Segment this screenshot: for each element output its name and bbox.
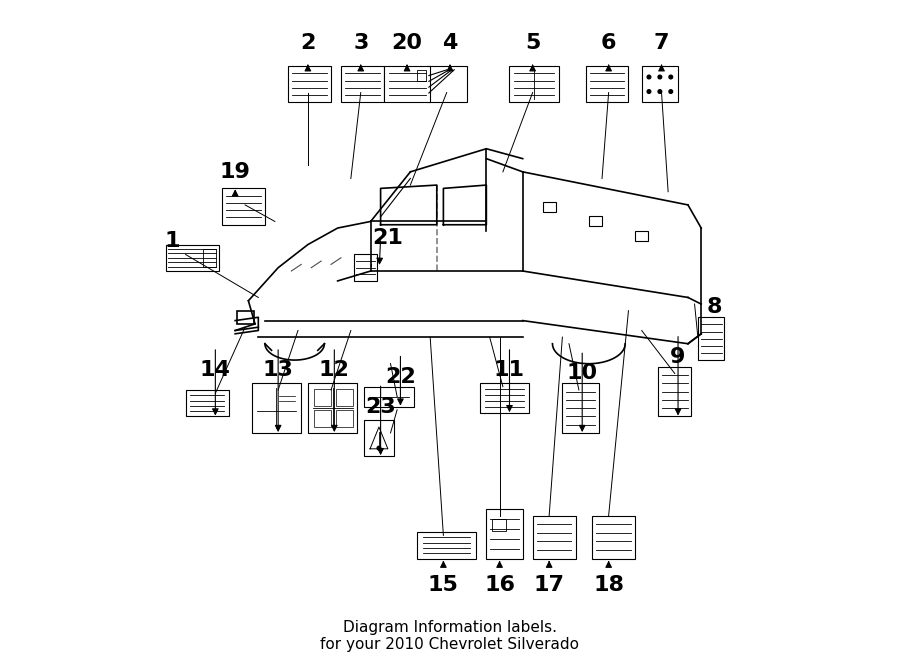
- FancyBboxPatch shape: [238, 311, 254, 324]
- Text: 22: 22: [385, 367, 416, 387]
- FancyBboxPatch shape: [698, 317, 724, 360]
- Text: 3: 3: [353, 33, 368, 53]
- Text: 2: 2: [301, 33, 316, 53]
- Circle shape: [647, 75, 651, 79]
- Text: 1: 1: [165, 231, 180, 251]
- FancyBboxPatch shape: [635, 231, 648, 241]
- Circle shape: [669, 90, 672, 93]
- FancyBboxPatch shape: [288, 66, 331, 102]
- FancyBboxPatch shape: [491, 519, 507, 531]
- Text: 11: 11: [494, 360, 525, 380]
- FancyBboxPatch shape: [658, 367, 691, 416]
- FancyBboxPatch shape: [222, 188, 265, 225]
- Text: 21: 21: [372, 228, 402, 248]
- FancyBboxPatch shape: [642, 66, 678, 102]
- Text: 12: 12: [319, 360, 350, 380]
- Text: Diagram Information labels.: Diagram Information labels.: [343, 621, 557, 635]
- FancyBboxPatch shape: [355, 254, 377, 281]
- Text: 13: 13: [263, 360, 293, 380]
- Text: 5: 5: [525, 33, 540, 53]
- FancyBboxPatch shape: [562, 383, 598, 433]
- Circle shape: [647, 90, 651, 93]
- Text: for your 2010 Chevrolet Silverado: for your 2010 Chevrolet Silverado: [320, 637, 580, 652]
- Circle shape: [669, 75, 672, 79]
- Text: 7: 7: [653, 33, 670, 53]
- Text: 14: 14: [200, 360, 230, 380]
- FancyBboxPatch shape: [480, 383, 529, 413]
- FancyBboxPatch shape: [592, 516, 635, 559]
- FancyBboxPatch shape: [384, 66, 430, 102]
- Text: 16: 16: [484, 575, 515, 595]
- FancyBboxPatch shape: [364, 420, 394, 456]
- Text: 9: 9: [670, 347, 686, 367]
- Text: 10: 10: [567, 364, 598, 383]
- Circle shape: [658, 75, 662, 79]
- FancyBboxPatch shape: [336, 389, 354, 406]
- Circle shape: [377, 446, 381, 450]
- FancyBboxPatch shape: [418, 69, 427, 81]
- FancyBboxPatch shape: [308, 383, 357, 433]
- FancyBboxPatch shape: [364, 387, 414, 407]
- Text: 23: 23: [365, 397, 396, 416]
- Text: 8: 8: [706, 297, 722, 317]
- Circle shape: [658, 90, 662, 93]
- FancyBboxPatch shape: [166, 245, 219, 271]
- FancyBboxPatch shape: [543, 202, 556, 212]
- Text: 18: 18: [593, 575, 624, 595]
- FancyBboxPatch shape: [533, 516, 576, 559]
- FancyBboxPatch shape: [336, 410, 354, 427]
- FancyBboxPatch shape: [486, 509, 523, 559]
- FancyBboxPatch shape: [509, 66, 559, 102]
- Text: 15: 15: [428, 575, 459, 595]
- Text: 6: 6: [601, 33, 617, 53]
- FancyBboxPatch shape: [185, 390, 229, 416]
- FancyBboxPatch shape: [314, 389, 331, 406]
- Text: 4: 4: [442, 33, 458, 53]
- FancyBboxPatch shape: [341, 66, 384, 102]
- FancyBboxPatch shape: [252, 383, 302, 433]
- FancyBboxPatch shape: [314, 410, 331, 427]
- FancyBboxPatch shape: [589, 217, 602, 226]
- FancyBboxPatch shape: [202, 249, 216, 267]
- Text: 20: 20: [392, 33, 422, 53]
- FancyBboxPatch shape: [427, 66, 466, 102]
- FancyBboxPatch shape: [417, 532, 476, 559]
- Text: 17: 17: [534, 575, 564, 595]
- FancyBboxPatch shape: [586, 66, 628, 102]
- Text: 19: 19: [220, 162, 250, 182]
